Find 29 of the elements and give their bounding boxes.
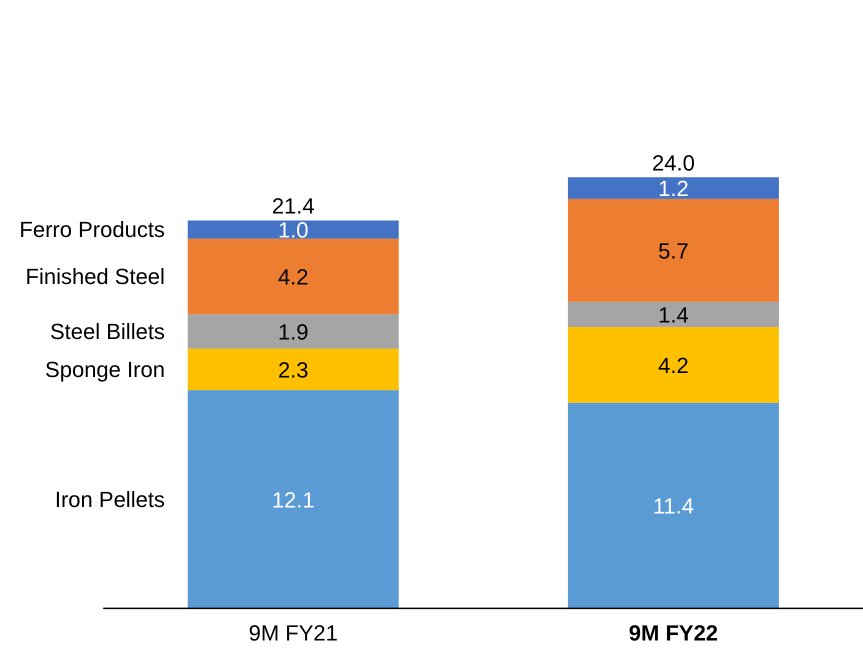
bar <box>568 326 779 403</box>
bar <box>568 402 779 608</box>
data-label: 5.7 <box>658 238 689 264</box>
bar <box>568 177 779 199</box>
data-label: 4.2 <box>658 352 689 378</box>
x-tick-label: 9M FY22 <box>628 620 718 646</box>
bar <box>188 348 399 390</box>
bar <box>188 390 399 608</box>
data-label: 11.4 <box>652 494 694 519</box>
data-label: 1.4 <box>658 302 689 328</box>
data-label: 1.2 <box>658 176 689 202</box>
total-label: 21.4 <box>272 194 315 219</box>
bar <box>568 302 779 327</box>
bar <box>568 198 779 302</box>
bar <box>188 220 399 239</box>
series-label: Steel Billets <box>50 319 165 344</box>
series-label: Iron Pellets <box>54 486 165 512</box>
data-label: 2.3 <box>278 357 309 382</box>
bar <box>188 238 399 314</box>
series-label: Ferro Products <box>19 217 165 242</box>
data-label: 12.1 <box>272 487 315 512</box>
x-tick-label: 9M FY21 <box>248 620 338 646</box>
data-label: 1.9 <box>278 320 309 344</box>
series-label: Sponge Iron <box>45 356 165 382</box>
data-label: 4.2 <box>278 264 309 290</box>
series-label: Finished Steel <box>26 264 165 289</box>
bar <box>188 314 399 349</box>
total-label: 24.0 <box>652 150 695 176</box>
data-label: 1.0 <box>278 218 309 243</box>
